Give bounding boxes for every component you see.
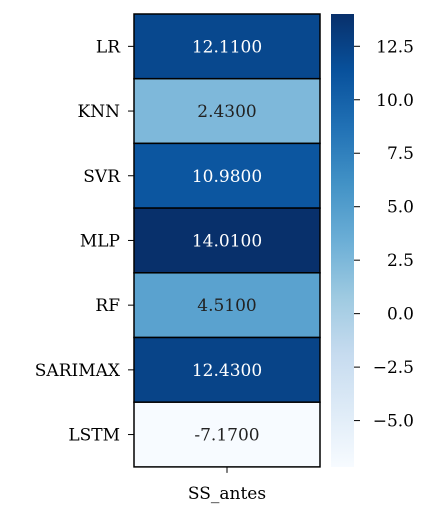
row-label-sarimax: SARIMAX	[35, 361, 121, 381]
row-label-rf: RF	[95, 296, 120, 316]
row-label-knn: KNN	[78, 102, 121, 122]
row-label-mlp: MLP	[80, 231, 120, 251]
cell-value-label: 10.9800	[192, 167, 262, 187]
colorbar-tick-label: 0.0	[387, 305, 414, 325]
colorbar: 12.5 10.0 7.5 5.0 2.5 0.0 −2.5 −5.0	[331, 14, 414, 467]
colorbar-tick-label: −2.5	[373, 358, 414, 378]
row-labels: LR KNN SVR MLP RF SARIMAX LSTM	[35, 37, 134, 446]
heatmap-cell-mlp	[133, 207, 321, 274]
colorbar-tick-label: −5.0	[373, 412, 414, 432]
row-label-lr: LR	[96, 37, 121, 57]
row-label-svr: SVR	[83, 167, 121, 187]
cell-value-label: 14.0100	[192, 231, 262, 251]
heatmap-cells: 12.1100 2.4300 10.9800 14.0100 4.5100 12.4300…	[133, 13, 321, 468]
cell-value-label: 2.4300	[197, 102, 256, 122]
colorbar-tick-label: 2.5	[387, 251, 414, 271]
cell-value-label: 12.1100	[192, 37, 262, 57]
cell-value-label: 12.4300	[192, 361, 262, 381]
cell-value-label: -7.1700	[194, 426, 259, 446]
column-labels: SS_antes	[188, 466, 266, 504]
heatmap-cell-knn	[133, 77, 321, 145]
row-label-lstm: LSTM	[68, 426, 120, 446]
cell-value-label: 4.5100	[197, 296, 256, 316]
colorbar-tick-label: 7.5	[387, 144, 414, 164]
colorbar-tick-label: 10.0	[376, 91, 414, 111]
colorbar-tick-label: 5.0	[387, 198, 414, 218]
colorbar-gradient	[331, 14, 354, 467]
heatmap-cell-svr	[133, 142, 321, 209]
heatmap-cell-lr	[133, 13, 321, 80]
column-label: SS_antes	[188, 484, 266, 504]
colorbar-tick-label: 12.5	[376, 37, 414, 57]
